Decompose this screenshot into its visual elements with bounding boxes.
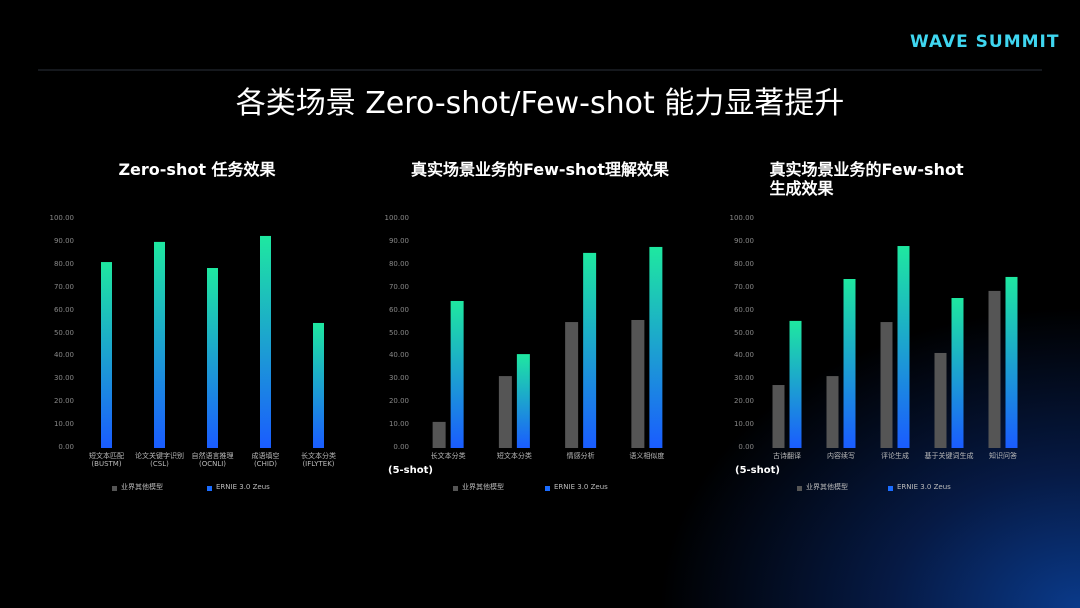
chart-title: 真实场景业务的Few-shot理解效果 xyxy=(410,160,670,179)
x-tick-label: 长文本分类 (IFLYTEK) xyxy=(301,452,336,469)
y-tick-label: 30.00 xyxy=(53,374,74,383)
bar xyxy=(897,246,910,448)
annotation: (5-shot) xyxy=(735,465,780,476)
x-tick-label: 短文本分类 xyxy=(496,452,532,460)
legend-swatch xyxy=(797,486,802,491)
legend-label: ERNIE 3.0 Zeus xyxy=(554,483,608,491)
legend-label: ERNIE 3.0 Zeus xyxy=(897,483,951,491)
chart-title: 真实场景业务的Few-shot生成效果 xyxy=(769,160,964,199)
bar xyxy=(843,278,856,448)
bar xyxy=(101,262,112,448)
legend-label: 业界其他模型 xyxy=(121,483,163,491)
legend-swatch xyxy=(112,486,117,491)
bar xyxy=(988,290,1001,448)
y-tick-label: 80.00 xyxy=(388,259,409,268)
y-tick-label: 70.00 xyxy=(53,282,74,291)
bar xyxy=(826,376,839,448)
bar xyxy=(516,354,530,448)
y-tick-label: 60.00 xyxy=(388,305,409,314)
y-tick-label: 40.00 xyxy=(388,351,409,360)
bar xyxy=(498,376,512,448)
x-tick-label: 内容续写 xyxy=(827,452,855,460)
y-tick-label: 50.00 xyxy=(53,328,74,337)
bar xyxy=(951,298,964,448)
y-tick-label: 30.00 xyxy=(733,374,754,383)
bar xyxy=(313,322,324,448)
y-tick-label: 20.00 xyxy=(53,397,74,406)
y-tick-label: 100.00 xyxy=(49,214,75,222)
x-tick-label: 成语填空 (CHID) xyxy=(251,452,280,469)
legend-swatch xyxy=(888,486,893,491)
bar xyxy=(260,235,271,448)
legend-label: ERNIE 3.0 Zeus xyxy=(216,483,270,491)
legend-swatch xyxy=(545,486,550,491)
bar xyxy=(789,320,802,448)
y-tick-label: 80.00 xyxy=(733,259,754,268)
y-tick-label: 90.00 xyxy=(53,236,74,245)
bar xyxy=(565,322,579,448)
x-tick-label: 长文本分类 xyxy=(430,452,466,460)
y-tick-label: 50.00 xyxy=(388,328,409,337)
bar xyxy=(432,421,446,448)
x-tick-label: 评论生成 xyxy=(881,452,909,460)
y-tick-label: 70.00 xyxy=(388,282,409,291)
slide-title: 各类场景 Zero-shot/Few-shot 能力显著提升 xyxy=(235,86,845,121)
y-tick-label: 20.00 xyxy=(388,397,409,406)
y-tick-label: 40.00 xyxy=(53,351,74,360)
y-tick-label: 0.00 xyxy=(393,443,409,451)
y-tick-label: 50.00 xyxy=(733,328,754,337)
x-tick-label: 语义相似度 xyxy=(629,452,665,460)
x-tick-label: 短文本匹配 (BUSTM) xyxy=(89,452,124,469)
y-tick-label: 60.00 xyxy=(53,305,74,314)
y-tick-label: 60.00 xyxy=(733,305,754,314)
legend-label: 业界其他模型 xyxy=(806,483,848,491)
x-tick-label: 古诗翻译 xyxy=(773,452,801,460)
bar xyxy=(450,300,464,448)
y-tick-label: 10.00 xyxy=(388,420,409,429)
bar xyxy=(207,268,218,448)
y-tick-label: 40.00 xyxy=(733,351,754,360)
x-tick-label: 知识问答 xyxy=(989,452,1017,460)
bar xyxy=(880,322,893,448)
legend-swatch xyxy=(453,486,458,491)
y-tick-label: 100.00 xyxy=(729,214,755,222)
bar xyxy=(772,385,785,448)
y-tick-label: 20.00 xyxy=(733,397,754,406)
annotation: (5-shot) xyxy=(388,465,433,476)
x-tick-label: 自然语言推理 (OCNLI) xyxy=(191,452,234,469)
bar xyxy=(583,252,597,448)
y-tick-label: 90.00 xyxy=(733,236,754,245)
y-tick-label: 0.00 xyxy=(58,443,74,451)
legend-label: 业界其他模型 xyxy=(462,483,504,491)
y-tick-label: 90.00 xyxy=(388,236,409,245)
y-tick-label: 0.00 xyxy=(738,443,754,451)
x-tick-label: 论文关键字识别 (CSL) xyxy=(135,452,184,469)
x-tick-label: 基于关键词生成 xyxy=(924,452,974,460)
y-tick-label: 70.00 xyxy=(733,282,754,291)
bar xyxy=(154,241,165,448)
legend-swatch xyxy=(207,486,212,491)
bar xyxy=(631,319,645,448)
chart-title: Zero-shot 任务效果 xyxy=(118,160,276,179)
logo: WAVE SUMMIT xyxy=(910,32,1060,52)
x-tick-label: 情感分析 xyxy=(566,452,595,460)
y-tick-label: 10.00 xyxy=(53,420,74,429)
bar xyxy=(1005,276,1018,448)
y-tick-label: 30.00 xyxy=(388,374,409,383)
y-tick-label: 80.00 xyxy=(53,259,74,268)
bar xyxy=(934,352,947,448)
bar xyxy=(649,246,663,448)
y-tick-label: 10.00 xyxy=(733,420,754,429)
y-tick-label: 100.00 xyxy=(384,214,410,222)
